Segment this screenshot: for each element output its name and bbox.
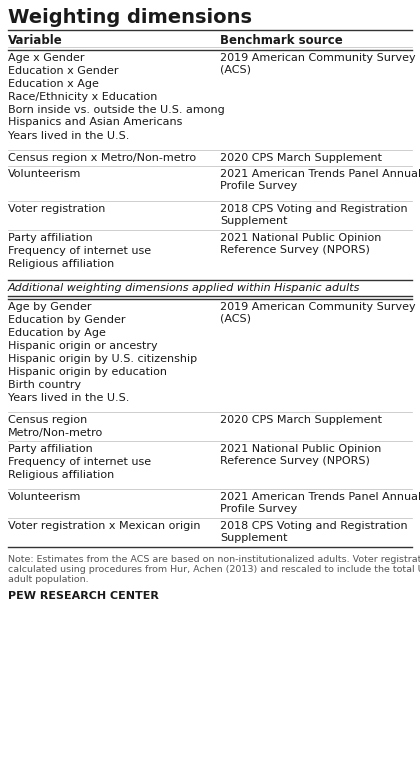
Text: 2021 American Trends Panel Annual
Profile Survey: 2021 American Trends Panel Annual Profil… (220, 169, 420, 191)
Text: Metro/Non-metro: Metro/Non-metro (8, 428, 103, 438)
Text: Years lived in the U.S.: Years lived in the U.S. (8, 131, 129, 141)
Text: Education by Gender: Education by Gender (8, 315, 126, 325)
Text: Voter registration: Voter registration (8, 204, 105, 214)
Text: Hispanic origin or ancestry: Hispanic origin or ancestry (8, 341, 157, 351)
Text: Age by Gender: Age by Gender (8, 302, 92, 312)
Text: PEW RESEARCH CENTER: PEW RESEARCH CENTER (8, 591, 159, 601)
Text: Born inside vs. outside the U.S. among
Hispanics and Asian Americans: Born inside vs. outside the U.S. among H… (8, 105, 225, 126)
Text: Race/Ethnicity x Education: Race/Ethnicity x Education (8, 92, 157, 102)
Text: calculated using procedures from Hur, Achen (2013) and rescaled to include the t: calculated using procedures from Hur, Ac… (8, 565, 420, 574)
Text: Birth country: Birth country (8, 380, 81, 390)
Text: Frequency of internet use: Frequency of internet use (8, 246, 151, 256)
Text: Religious affiliation: Religious affiliation (8, 259, 114, 269)
Text: 2019 American Community Survey
(ACS): 2019 American Community Survey (ACS) (220, 302, 416, 324)
Text: Frequency of internet use: Frequency of internet use (8, 457, 151, 467)
Text: 2020 CPS March Supplement: 2020 CPS March Supplement (220, 153, 382, 163)
Text: 2018 CPS Voting and Registration
Supplement: 2018 CPS Voting and Registration Supplem… (220, 521, 408, 542)
Text: Census region: Census region (8, 415, 87, 425)
Text: Education x Gender: Education x Gender (8, 66, 118, 76)
Text: Party affiliation: Party affiliation (8, 233, 93, 243)
Text: Volunteerism: Volunteerism (8, 169, 81, 179)
Text: Additional weighting dimensions applied within Hispanic adults: Additional weighting dimensions applied … (8, 283, 360, 293)
Text: Hispanic origin by U.S. citizenship: Hispanic origin by U.S. citizenship (8, 354, 197, 364)
Text: Religious affiliation: Religious affiliation (8, 470, 114, 480)
Text: Years lived in the U.S.: Years lived in the U.S. (8, 393, 129, 403)
Text: 2018 CPS Voting and Registration
Supplement: 2018 CPS Voting and Registration Supplem… (220, 204, 408, 226)
Text: Census region x Metro/Non-metro: Census region x Metro/Non-metro (8, 153, 196, 163)
Text: Volunteerism: Volunteerism (8, 492, 81, 502)
Text: Note: Estimates from the ACS are based on non-institutionalized adults. Voter re: Note: Estimates from the ACS are based o… (8, 555, 420, 564)
Text: 2019 American Community Survey
(ACS): 2019 American Community Survey (ACS) (220, 53, 416, 74)
Text: adult population.: adult population. (8, 575, 89, 584)
Text: Age x Gender: Age x Gender (8, 53, 84, 63)
Text: 2020 CPS March Supplement: 2020 CPS March Supplement (220, 415, 382, 425)
Text: Benchmark source: Benchmark source (220, 34, 343, 47)
Text: 2021 National Public Opinion
Reference Survey (NPORS): 2021 National Public Opinion Reference S… (220, 233, 381, 255)
Text: Voter registration x Mexican origin: Voter registration x Mexican origin (8, 521, 200, 531)
Text: Education x Age: Education x Age (8, 79, 99, 89)
Text: 2021 American Trends Panel Annual
Profile Survey: 2021 American Trends Panel Annual Profil… (220, 492, 420, 514)
Text: Variable: Variable (8, 34, 63, 47)
Text: 2021 National Public Opinion
Reference Survey (NPORS): 2021 National Public Opinion Reference S… (220, 444, 381, 466)
Text: Party affiliation: Party affiliation (8, 444, 93, 454)
Text: Hispanic origin by education: Hispanic origin by education (8, 367, 167, 377)
Text: Weighting dimensions: Weighting dimensions (8, 8, 252, 27)
Text: Education by Age: Education by Age (8, 328, 106, 338)
